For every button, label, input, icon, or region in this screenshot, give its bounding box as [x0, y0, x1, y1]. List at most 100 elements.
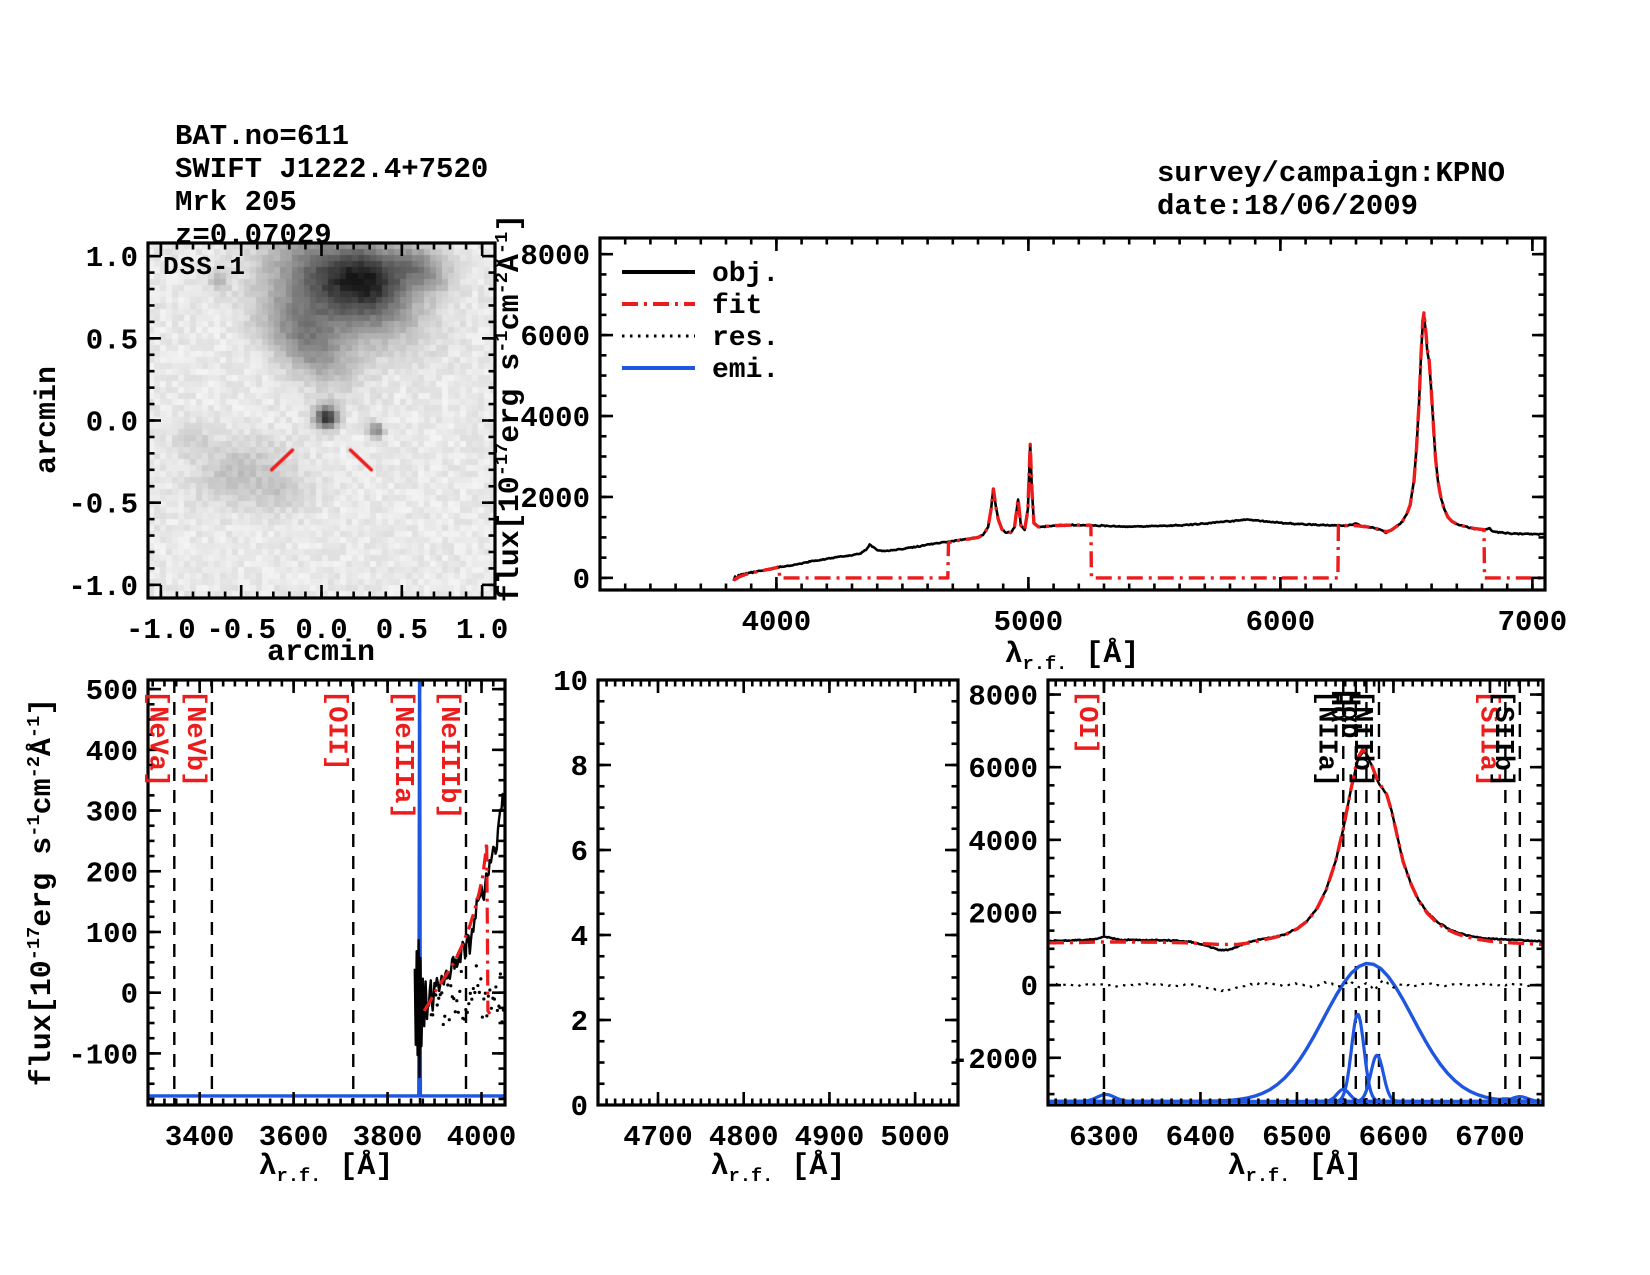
series-res — [473, 990, 477, 995]
series-res — [488, 988, 492, 992]
series-res — [1055, 978, 1543, 993]
series-res — [467, 1002, 471, 1006]
ytick-label: 0 — [573, 564, 590, 597]
series-res — [431, 1013, 435, 1017]
series-res — [455, 999, 459, 1003]
series-res — [474, 964, 478, 968]
blue-zoom-x-axis-label: λr.f. [Å] — [258, 1150, 394, 1187]
xtick-label: -0.5 — [206, 614, 276, 647]
series-res — [452, 997, 456, 1001]
xtick-label: 3800 — [353, 1121, 423, 1154]
series-obj — [732, 313, 1545, 582]
xtick-label: 5000 — [880, 1121, 950, 1154]
target-info-block: BAT.no=611 SWIFT J1222.4+7520 Mrk 205 z=… — [175, 120, 488, 252]
series-res — [462, 1017, 466, 1021]
xtick-label: 6600 — [1359, 1121, 1429, 1154]
series-fit — [732, 311, 1545, 582]
series-res — [482, 997, 486, 1001]
series-res — [465, 1010, 469, 1014]
xtick-label: 3600 — [259, 1121, 329, 1154]
ytick-label: 200 — [86, 857, 138, 890]
line-label-[NIIa]: [NIIa] — [1310, 690, 1340, 787]
series-res — [471, 986, 475, 991]
series-res — [489, 1006, 493, 1010]
panel-frame-hbeta — [596, 678, 960, 1107]
series-res — [440, 991, 444, 995]
blue-zoom-y-axis-label: flux[10-17erg s-1cm-2Å-1] — [24, 697, 60, 1087]
series-res — [477, 990, 481, 994]
ytick-label: 400 — [86, 736, 138, 769]
dss-image — [148, 243, 495, 598]
line-label-[NIIb]: [NIIb] — [1346, 690, 1376, 787]
ytick-label: 6000 — [968, 753, 1038, 786]
series-res — [464, 1007, 468, 1012]
ytick-label: 2 — [571, 1006, 588, 1039]
ytick-label: 6000 — [520, 321, 590, 354]
line-label-Hαb: Hαb — [1333, 690, 1363, 739]
panel-full: 4000 5000 6000 7000 0 2000 4000 6000 8000 obj.fit… — [520, 236, 1567, 639]
series-emi-NIIb — [1331, 1053, 1425, 1103]
full-spectrum-x-axis-label: λr.f. [Å] — [1004, 638, 1140, 675]
line-label-[OI]: [OI] — [1071, 690, 1101, 755]
object-name: Mrk 205 — [175, 186, 297, 219]
ytick-label: 4000 — [968, 826, 1038, 859]
series-emi-SIIb — [1481, 1095, 1543, 1103]
series-res — [459, 969, 463, 974]
bat-number: BAT.no=611 — [175, 120, 350, 153]
series-res — [494, 985, 498, 989]
series-res — [458, 989, 462, 994]
xtick-label: 3400 — [165, 1121, 235, 1154]
xtick-label: 4000 — [447, 1121, 517, 1154]
dss-x-axis-label: arcmin — [266, 636, 376, 670]
series-res — [476, 983, 480, 988]
series-res — [447, 1018, 451, 1022]
line-label-Hα: Hα — [1323, 690, 1353, 723]
series-res — [435, 1003, 439, 1007]
series-emi — [148, 680, 505, 1098]
xtick-label: 0.0 — [295, 614, 347, 647]
ytick-label: -0.5 — [68, 489, 138, 522]
xtick-label: -1.0 — [126, 614, 196, 647]
xtick-label: 6400 — [1166, 1121, 1236, 1154]
swift-name: SWIFT J1222.4+7520 — [175, 153, 489, 186]
observation-date: date:18/06/2009 — [1157, 190, 1419, 223]
series-res — [492, 997, 496, 1001]
legend-label-res.: res. — [712, 323, 779, 354]
ytick-label: 2000 — [968, 898, 1038, 931]
series-res — [441, 1022, 445, 1027]
line-label-[SIIb]: [SIIb] — [1487, 690, 1517, 787]
ytick-label: 2000 — [520, 483, 590, 516]
series-res — [485, 1014, 489, 1018]
ytick-label: 0.5 — [86, 324, 138, 357]
panel-blue: 3400 3600 3800 4000 500 400 300 200 100 0 -100 [NeV… — [68, 675, 517, 1154]
series-fit — [1048, 748, 1543, 947]
series-emi-broad-Halpha — [1048, 961, 1537, 1104]
xtick-label: 4800 — [709, 1121, 779, 1154]
line-label-[NeVb]: [NeVb] — [179, 690, 209, 787]
panel-frame-halpha — [1046, 678, 1545, 1107]
ytick-label: 10 — [553, 666, 588, 699]
series-obj — [413, 792, 505, 1079]
series-res — [443, 1014, 447, 1018]
panel-dss: -1.0 -0.5 0.0 0.5 1.0 1.0 0.5 0.0 -0.5 -1.0 — [68, 241, 508, 647]
xtick-label: 4700 — [623, 1121, 693, 1154]
line-label-[SIIa]: [SIIa] — [1472, 690, 1502, 787]
halpha-zoom-x-axis-label: λr.f. [Å] — [1227, 1150, 1363, 1187]
series-fit — [422, 840, 492, 1015]
ytick-label: 4000 — [520, 402, 590, 435]
series-res — [446, 983, 450, 987]
xtick-label: 6000 — [1246, 606, 1316, 639]
hbeta-zoom-x-axis-label: λr.f. [Å] — [710, 1150, 846, 1187]
ytick-label: 6 — [571, 836, 588, 869]
ytick-label: 8000 — [520, 240, 590, 273]
series-res — [498, 972, 502, 976]
ytick-label: 8 — [571, 751, 588, 784]
ytick-label: 0 — [121, 979, 138, 1012]
ytick-label: 500 — [86, 675, 138, 708]
series-res — [437, 996, 441, 1000]
xtick-label: 4000 — [742, 606, 812, 639]
xtick-label: 6500 — [1262, 1121, 1332, 1154]
ytick-label: 0 — [1021, 971, 1038, 1004]
